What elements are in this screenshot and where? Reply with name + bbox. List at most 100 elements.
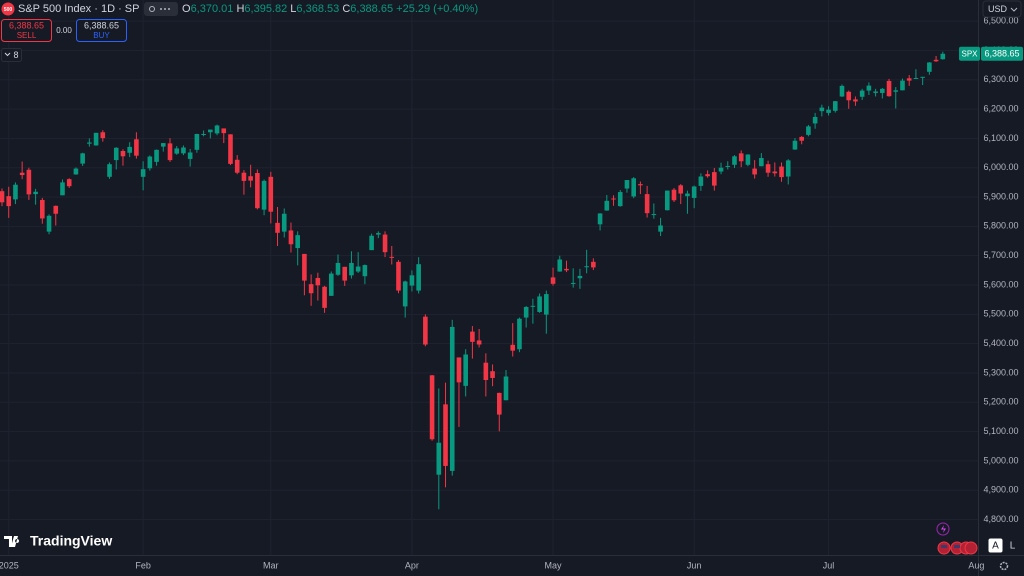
candle-body	[328, 273, 334, 296]
econ-event[interactable]	[964, 541, 978, 555]
auto-scale-label[interactable]: A	[992, 541, 999, 552]
log-scale-label[interactable]: L	[1010, 541, 1016, 552]
candle-body	[826, 109, 831, 113]
y-tick-label: 6,500.00	[983, 15, 1018, 25]
candle-body	[201, 133, 206, 135]
event-glyph	[941, 525, 946, 533]
y-tick-label: 5,300.00	[983, 367, 1018, 377]
currency-label[interactable]: USD	[988, 4, 1008, 14]
y-tick-label: 5,400.00	[983, 338, 1018, 348]
candle-body	[745, 154, 751, 165]
sell-button[interactable]	[1, 19, 52, 42]
candle-body	[241, 172, 247, 181]
candle-body	[913, 77, 919, 79]
candle-body	[349, 263, 354, 276]
candle-body	[893, 90, 899, 92]
indicators-count[interactable]: 8	[13, 50, 18, 60]
candle-body	[302, 253, 307, 281]
candle-body	[631, 178, 636, 197]
symbol-badge-text: 500	[4, 7, 13, 13]
candle-body	[140, 169, 146, 177]
candle-body	[638, 184, 643, 186]
candle-body	[214, 125, 220, 134]
candle-body	[66, 179, 72, 187]
candle-body	[60, 182, 65, 196]
buy-label[interactable]: BUY	[93, 31, 110, 40]
candle-body	[557, 259, 563, 272]
last-price-symbol: SPX	[961, 49, 978, 58]
candle-body	[577, 275, 583, 279]
candle-body	[503, 376, 509, 401]
candle-body	[772, 171, 778, 174]
change: +25.29 (+0.40%)	[396, 3, 479, 15]
candle-body	[933, 59, 939, 62]
ohlc-label: O	[182, 3, 191, 15]
candle-body	[584, 266, 589, 268]
ohlc-value: 6,395.82	[244, 3, 288, 15]
candle-body	[886, 80, 892, 97]
eye-icon[interactable]	[149, 6, 155, 12]
candle-body	[611, 198, 616, 200]
candle-body	[779, 166, 784, 178]
candle-body	[449, 326, 455, 471]
sell-label[interactable]: SELL	[17, 31, 37, 40]
more-icon[interactable]	[164, 8, 166, 10]
candle-body	[906, 78, 912, 81]
more-icon[interactable]	[160, 8, 162, 10]
x-tick-label: 2025	[0, 560, 19, 570]
candle-body	[33, 191, 38, 195]
candle-body	[712, 172, 717, 186]
candle-body	[685, 193, 690, 197]
candle-body	[752, 168, 757, 175]
settings-icon[interactable]	[999, 561, 1009, 571]
candle-body	[362, 265, 368, 277]
candle-body	[832, 101, 838, 111]
candle-body	[181, 147, 186, 154]
y-tick-label: 6,200.00	[983, 103, 1018, 113]
candle-body	[597, 213, 603, 225]
candle-body	[113, 147, 119, 161]
candle-body	[624, 180, 630, 189]
ohlc-value: 6,370.01	[190, 3, 234, 15]
candle-body	[537, 296, 542, 312]
candle-body	[93, 132, 99, 146]
candle-body	[671, 189, 677, 201]
candle-body	[281, 213, 287, 232]
y-tick-label: 5,900.00	[983, 191, 1018, 201]
candle-body	[409, 275, 415, 286]
ohlc-legend: O6,370.01 H6,395.82 L6,368.53 C6,388.65 …	[182, 2, 478, 16]
candle-body	[550, 277, 556, 284]
buy-price[interactable]: 6,388.65	[84, 20, 119, 30]
candle-body	[866, 85, 872, 91]
y-tick-label: 6,000.00	[983, 162, 1018, 172]
sell-price[interactable]: 6,388.65	[9, 20, 44, 30]
candle-body	[234, 159, 240, 173]
auto-scale-button[interactable]	[988, 538, 1003, 553]
candle-body	[134, 139, 139, 156]
more-icon[interactable]	[168, 8, 170, 10]
candle-body	[806, 126, 811, 135]
candle-body	[799, 136, 804, 141]
candle-body	[644, 194, 650, 214]
candle-body	[255, 172, 260, 209]
indicators-toggle[interactable]	[1, 48, 22, 62]
candle-body	[463, 354, 468, 386]
candle-body	[73, 168, 79, 175]
candle-body	[436, 442, 442, 475]
candle-body	[369, 235, 374, 251]
candle-body	[496, 392, 502, 415]
x-tick-label: Apr	[405, 560, 419, 570]
ohlc-label: H	[236, 3, 245, 15]
candle-body	[167, 143, 173, 161]
currency-button[interactable]	[982, 0, 1022, 18]
candle-body	[423, 316, 428, 345]
flag-canton	[941, 545, 947, 548]
candle-body	[389, 256, 395, 258]
candle-body	[705, 174, 710, 177]
buy-button[interactable]	[76, 19, 127, 42]
candle-body	[510, 344, 516, 351]
candle-body	[718, 167, 724, 172]
candle-body	[382, 234, 388, 253]
y-tick-label: 6,300.00	[983, 74, 1018, 84]
